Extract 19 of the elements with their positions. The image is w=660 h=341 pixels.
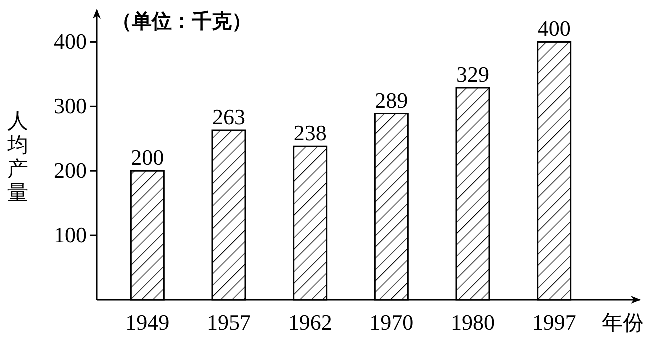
x-tick-label: 1980 <box>451 310 495 335</box>
data-label: 289 <box>375 88 408 113</box>
x-tick-label: 1949 <box>126 310 170 335</box>
y-tick-label: 200 <box>54 158 87 184</box>
x-axis-title: 年份 <box>602 311 644 335</box>
data-label: 200 <box>131 145 164 170</box>
y-tick-label: 300 <box>54 94 87 119</box>
data-label: 400 <box>538 16 571 42</box>
x-tick-label: 1970 <box>370 310 414 335</box>
x-tick-label: 1962 <box>288 310 332 335</box>
annotation: （单位：千克） <box>112 10 252 33</box>
y-axis-title: 人均产量 <box>6 109 28 205</box>
data-label: 329 <box>456 62 490 87</box>
y-tick-label: 400 <box>54 29 87 54</box>
x-tick-label: 1957 <box>207 310 251 335</box>
y-tick-label: 100 <box>54 222 87 248</box>
x-tick-label: 1997 <box>532 310 576 335</box>
data-label: 263 <box>212 104 246 130</box>
data-label: 238 <box>294 120 327 146</box>
